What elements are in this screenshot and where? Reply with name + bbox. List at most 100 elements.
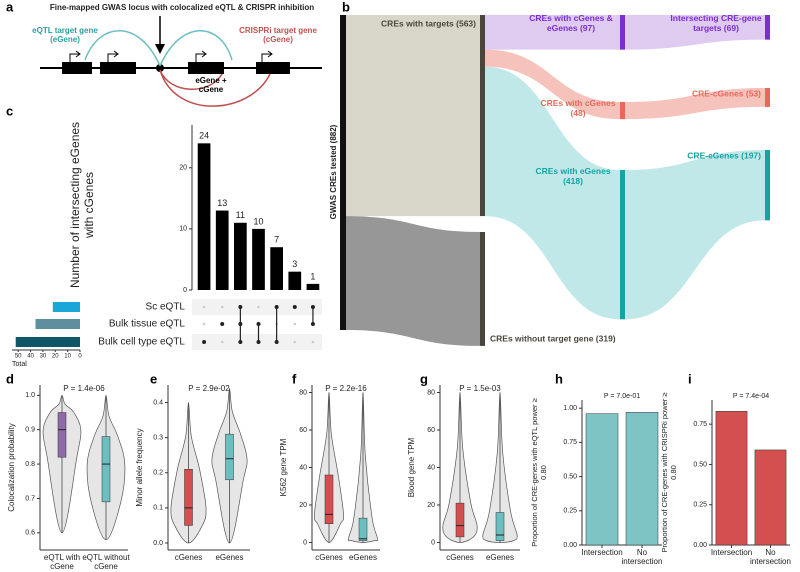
y-axis-label-box: Colocalization probability xyxy=(7,423,16,512)
x-tick-label: eGenes xyxy=(485,553,515,562)
set-label: Bulk cell type eQTL xyxy=(98,337,185,348)
matrix-dot xyxy=(220,340,224,344)
matrix-member xyxy=(238,322,243,326)
panel-a: a Fine-mapped GWAS locus with colocalize… xyxy=(6,0,322,107)
y-tick-label: 0.7 xyxy=(25,495,35,502)
y-tick-label: 60 xyxy=(299,427,307,434)
x-tick-label: cGenes xyxy=(315,553,343,562)
tss-arrows xyxy=(69,50,273,62)
node-label: CRE-cGenes (53) xyxy=(692,88,761,98)
matrix-member xyxy=(310,322,315,326)
bar xyxy=(754,449,787,546)
y-tick-label: 0.9 xyxy=(25,427,35,434)
box xyxy=(495,512,505,541)
set-tick-label: 50 xyxy=(15,354,22,360)
matrix-member xyxy=(238,305,243,309)
set-label: Bulk tissue eQTL xyxy=(109,319,186,330)
y-tick-label: 0 xyxy=(431,539,435,546)
annotation: P = 1.5e-03 xyxy=(459,384,501,393)
y-tick-label: 10 xyxy=(179,226,187,233)
y-tick-label: 40 xyxy=(427,464,435,471)
panel-label: e xyxy=(150,371,157,386)
cgene-arcs xyxy=(159,69,271,107)
x-tick-label-box: eGenes xyxy=(215,553,243,562)
bar xyxy=(306,283,320,290)
matrix-dot xyxy=(293,340,297,344)
arrow-head xyxy=(155,44,165,54)
link xyxy=(625,88,765,120)
bar xyxy=(715,411,748,546)
box xyxy=(225,433,234,481)
annotation: P = 2.9e-02 xyxy=(188,384,230,393)
x-tick-label-box: eQTL without cGene xyxy=(82,553,130,571)
box xyxy=(57,412,67,458)
node xyxy=(340,15,346,330)
y-tick-label: 0.25 xyxy=(693,502,707,509)
y-tick-label: 0.1 xyxy=(153,505,163,512)
link xyxy=(485,49,620,120)
bar xyxy=(252,228,265,290)
y-tick-label: 0.2 xyxy=(153,470,163,477)
matrix-member xyxy=(292,305,297,309)
egene-label-box: eQTL target gene (eGene) xyxy=(32,26,98,44)
matrix-dot xyxy=(220,305,224,309)
y-tick-label: 1.00 xyxy=(563,405,577,412)
annotation: P = 7.0e-01 xyxy=(604,393,640,400)
cgene-label-box: CRISPRi target gene (cGene) xyxy=(239,26,317,44)
set-tick-label: 0 xyxy=(78,354,82,360)
y-axis-label-box: Minor allele frequency xyxy=(135,428,144,507)
x-tick-label: eQTL without cGene xyxy=(82,553,130,571)
y-tick-label: 0.25 xyxy=(563,508,577,515)
node xyxy=(480,15,485,217)
y-axis-label-box: Blood gene TPM xyxy=(407,438,416,497)
y-axis-label: Minor allele frequency xyxy=(135,428,144,507)
set-tick-label: 20 xyxy=(52,354,59,360)
bar xyxy=(270,247,283,290)
node-label-box: CREs with cGenes (48) xyxy=(540,98,615,118)
y-tick-label: 0.50 xyxy=(563,473,577,480)
y-axis-label: Number of intersecting eGenes with cGene… xyxy=(68,121,96,289)
link xyxy=(625,15,765,50)
set-bar xyxy=(52,302,80,312)
y-tick-label: 0.50 xyxy=(693,461,707,468)
node-label: CREs with eGenes (418) xyxy=(535,166,611,186)
x-tick-label-box: Intersection xyxy=(581,548,623,557)
y-tick-label: 40 xyxy=(299,464,307,471)
bar xyxy=(215,210,229,290)
node-label: Intersecting CRE-gene targets (69) xyxy=(670,13,762,33)
node-label-box: Intersecting CRE-gene targets (69) xyxy=(670,13,762,33)
y-axis-label-box: Proportion of CRE-genes with eQTL power … xyxy=(530,398,548,547)
x-tick-label: cGenes xyxy=(446,553,474,562)
egene-arcs xyxy=(84,30,233,67)
cgene-label: CRISPRi target gene (cGene) xyxy=(239,26,317,44)
nodes xyxy=(340,15,770,346)
matrix-member xyxy=(256,340,261,344)
panel-label: f xyxy=(292,371,297,386)
links xyxy=(346,15,765,346)
y-tick-label: 60 xyxy=(427,427,435,434)
value-label: 1 xyxy=(310,271,315,281)
node xyxy=(620,102,625,120)
panel-label: a xyxy=(6,0,14,14)
x-tick-label-box: No intersection xyxy=(750,548,791,566)
gene xyxy=(188,62,224,74)
y-tick-label: 20 xyxy=(427,502,435,509)
bar xyxy=(288,271,302,290)
y-tick-label: 0.6 xyxy=(25,530,35,537)
panel-label: g xyxy=(420,371,428,386)
matrix-member xyxy=(310,305,315,309)
y-axis-label: Colocalization probability xyxy=(7,423,16,512)
x-tick-label: Intersection xyxy=(581,548,623,557)
y-axis-label-box: K562 gene TPM xyxy=(279,439,288,497)
y-tick-label: 0.75 xyxy=(563,439,577,446)
panel-label: d xyxy=(6,371,14,386)
y-tick-label: 20 xyxy=(179,165,187,172)
node-label: CRE-eGenes (197) xyxy=(687,150,761,160)
variant xyxy=(156,64,164,72)
y-tick-label: 0.4 xyxy=(153,399,163,406)
annotation: P = 2.2e-16 xyxy=(325,384,367,393)
bar xyxy=(585,413,619,546)
egene-label: eQTL target gene (eGene) xyxy=(32,26,98,44)
link xyxy=(485,66,620,320)
y-tick-label: 0 xyxy=(303,539,307,546)
